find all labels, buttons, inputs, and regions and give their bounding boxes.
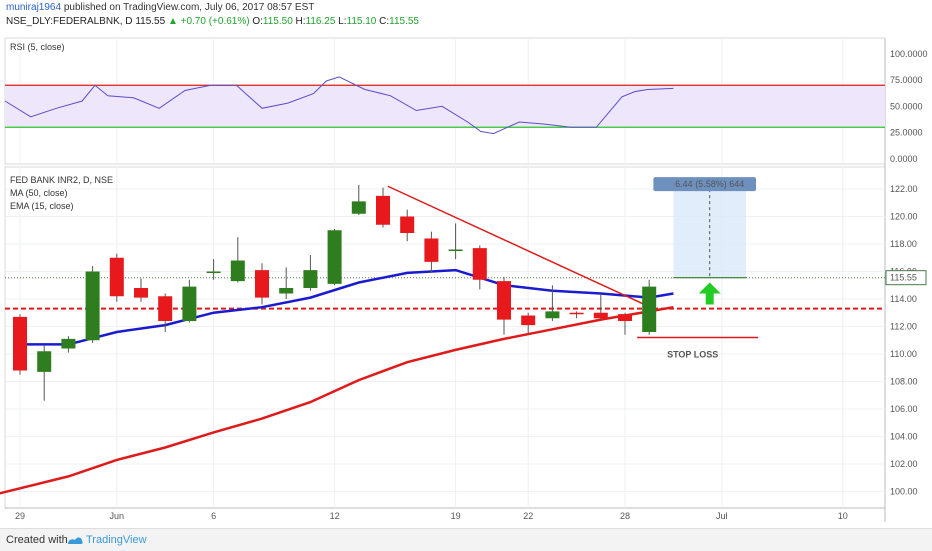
candle-body [569, 312, 584, 315]
time-tick-label: 22 [523, 511, 533, 521]
price-tick-label: 102.00 [890, 459, 918, 469]
high-label: H: [295, 16, 306, 27]
rsi-band [5, 85, 885, 128]
price-tick-label: 122.00 [890, 184, 918, 194]
up-arrow-icon [698, 282, 721, 305]
ma-line [20, 268, 674, 346]
tradingview-brand-link[interactable]: TradingView [86, 534, 147, 546]
candle-body [109, 257, 124, 297]
time-tick-label: Jun [110, 511, 125, 521]
rsi-tick-label: 100.0000 [890, 49, 928, 59]
candle-body [279, 288, 294, 294]
candle-body [61, 338, 76, 349]
price-chart-title: FED BANK INR2, D, NSE [10, 175, 113, 185]
time-tick-label: 19 [451, 511, 461, 521]
price-tick-label: 104.00 [890, 432, 918, 442]
time-tick-label: 29 [15, 511, 25, 521]
low-label: L: [338, 16, 347, 27]
candle-body [521, 315, 536, 326]
ma-legend: MA (50, close) [10, 188, 68, 198]
low-value: 115.10 [346, 16, 377, 27]
candle-body [13, 316, 27, 371]
trend-line [387, 185, 657, 311]
price-tick-label: 118.00 [890, 239, 917, 249]
rsi-line [4, 76, 674, 135]
candle-body [545, 311, 560, 319]
chart-svg[interactable]: 122.00120.00118.00116.00114.00112.00110.… [0, 0, 932, 528]
candle-body [376, 195, 390, 225]
candle-body [158, 296, 173, 321]
time-tick-label: 10 [838, 511, 848, 521]
candle-body [618, 314, 632, 321]
publish-info: muniraj1964 published on TradingView.com… [6, 2, 314, 13]
candle-body [134, 288, 148, 298]
time-tick-label: 12 [330, 511, 340, 521]
last-price-badge [885, 270, 927, 286]
candle-body [400, 216, 415, 233]
time-tick-label: Jul [716, 511, 728, 521]
symbol-info: NSE_DLY:FEDERALBNK, D 115.55 ▲ +0.70 (+0… [6, 16, 419, 27]
candle-body [351, 201, 366, 214]
stop-loss-label: STOP LOSS [667, 350, 718, 360]
candle-body [303, 270, 318, 288]
open-label: O: [252, 16, 263, 27]
candle-body [85, 271, 100, 341]
close-value: 115.55 [389, 16, 419, 27]
price-tick-label: 106.00 [890, 404, 918, 414]
measure-label: 6.44 (5.58%) 644 [675, 179, 744, 189]
price-tick-label: 108.00 [890, 377, 918, 387]
candle-body [255, 270, 269, 298]
price-tick-label: 112.00 [890, 322, 917, 332]
open-value: 115.50 [262, 16, 293, 27]
price-tick-label: 114.00 [890, 294, 917, 304]
candle-body [424, 238, 439, 262]
candle-body [497, 281, 511, 320]
publish-text: published on TradingView.com, July 06, 2… [63, 2, 315, 13]
footer: Created with TradingView [0, 528, 932, 551]
candle-body [206, 271, 221, 273]
candle-body [37, 351, 52, 372]
price-tick-label: 120.00 [890, 212, 918, 222]
ema-legend: EMA (15, close) [10, 201, 74, 211]
created-with-text: Created with [6, 534, 68, 546]
candle-body [327, 230, 342, 284]
time-tick-label: 6 [211, 511, 216, 521]
high-value: 116.25 [305, 16, 336, 27]
price-tick-label: 110.00 [890, 349, 917, 359]
ema-line [0, 305, 674, 495]
symbol-name: NSE_DLY:FEDERALBNK, D [6, 16, 133, 27]
candle-body [230, 260, 245, 282]
rsi-tick-label: 75.0000 [890, 75, 923, 85]
close-label: C: [379, 16, 390, 27]
candle-body [642, 286, 657, 332]
up-arrow-icon: ▲ [167, 16, 178, 27]
price-change: +0.70 (+0.61%) [180, 16, 250, 27]
measure-label-bg [653, 177, 756, 192]
rsi-tick-label: 0.0000 [890, 154, 918, 164]
last-price: 115.55 [135, 16, 166, 27]
time-tick-label: 28 [620, 511, 630, 521]
rsi-title: RSI (5, close) [10, 42, 65, 52]
tradingview-logo-icon [66, 533, 84, 551]
rsi-tick-label: 25.0000 [890, 128, 923, 138]
last-price-badge-label: 115.55 [890, 273, 917, 283]
candle-body [182, 286, 197, 321]
author-link[interactable]: muniraj1964 [6, 2, 62, 13]
candle-body [593, 312, 608, 319]
candle-body [448, 249, 463, 251]
price-tick-label: 100.00 [890, 487, 918, 497]
candle-body [472, 248, 487, 280]
rsi-tick-label: 50.0000 [890, 101, 923, 111]
